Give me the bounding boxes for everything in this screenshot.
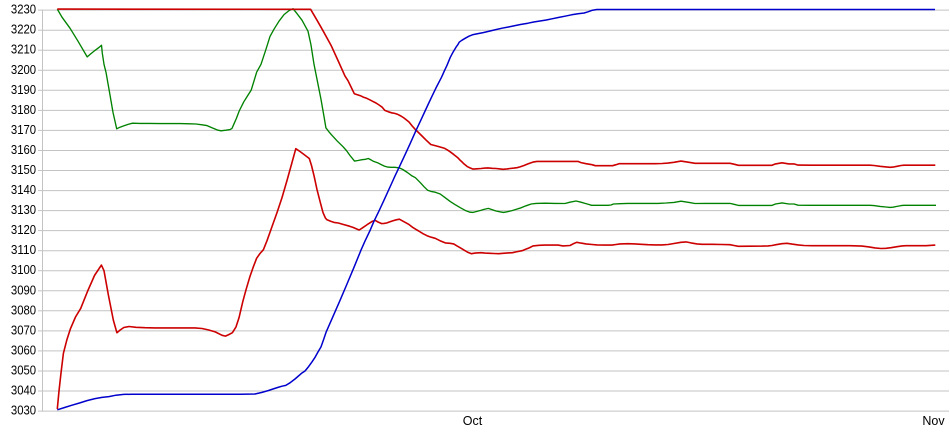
svg-text:3030: 3030 (11, 404, 36, 418)
svg-text:Oct: Oct (463, 414, 483, 428)
svg-text:Nov: Nov (922, 414, 945, 428)
svg-text:3200: 3200 (11, 63, 36, 77)
svg-text:3180: 3180 (11, 103, 36, 117)
svg-text:3100: 3100 (11, 263, 36, 277)
svg-text:3150: 3150 (11, 163, 36, 177)
svg-text:3230: 3230 (11, 3, 36, 17)
svg-text:3220: 3220 (11, 23, 36, 37)
svg-text:3120: 3120 (11, 223, 36, 237)
svg-text:3160: 3160 (11, 143, 36, 157)
svg-text:3110: 3110 (11, 243, 36, 257)
svg-text:3080: 3080 (11, 303, 36, 317)
svg-text:3130: 3130 (11, 203, 36, 217)
svg-text:3210: 3210 (11, 43, 36, 57)
svg-text:3040: 3040 (11, 384, 36, 398)
svg-text:3070: 3070 (11, 323, 36, 337)
svg-text:3060: 3060 (11, 343, 36, 357)
svg-text:3090: 3090 (11, 283, 36, 297)
svg-text:3140: 3140 (11, 183, 36, 197)
svg-text:3170: 3170 (11, 123, 36, 137)
svg-text:3050: 3050 (11, 364, 36, 378)
svg-text:3190: 3190 (11, 83, 36, 97)
